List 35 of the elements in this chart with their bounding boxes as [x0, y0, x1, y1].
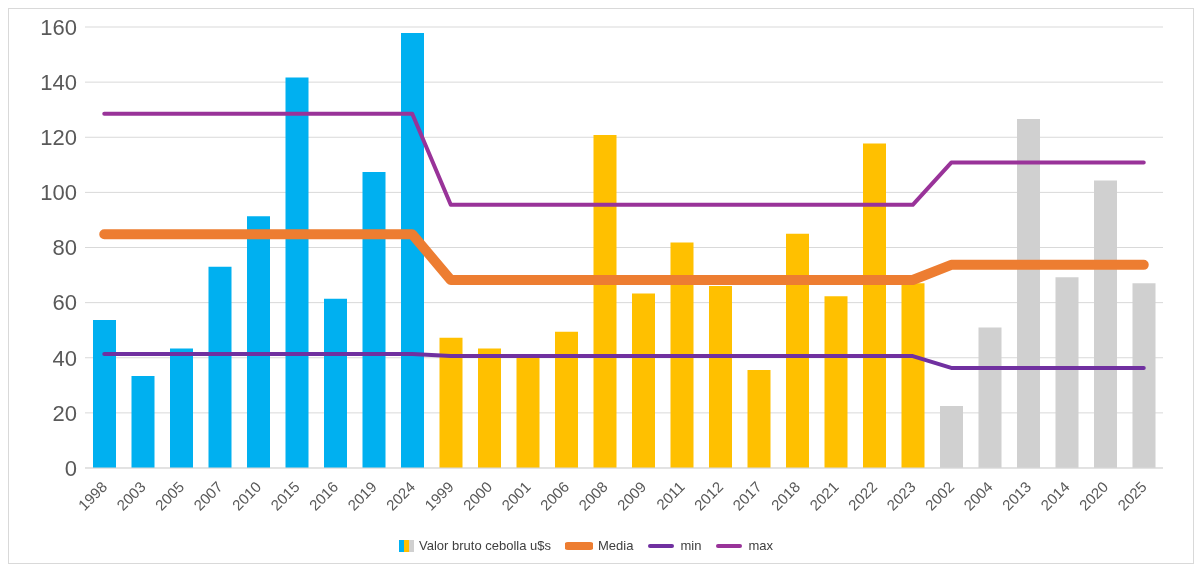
y-tick-label: 0	[64, 455, 77, 481]
bar	[709, 286, 732, 468]
bar	[824, 296, 848, 468]
legend-label: Media	[598, 538, 634, 553]
y-tick-label: 140	[40, 69, 77, 95]
legend-label: Valor bruto cebolla u$s	[419, 538, 552, 553]
bar	[362, 171, 386, 468]
bar	[670, 242, 694, 468]
bar	[555, 331, 578, 468]
bar	[632, 293, 655, 468]
bar	[786, 233, 809, 468]
legend-label: min	[680, 538, 702, 553]
bar	[593, 135, 617, 468]
bar	[863, 143, 886, 468]
bar	[93, 319, 116, 468]
bar	[401, 33, 424, 468]
bar	[170, 348, 193, 468]
bar	[208, 266, 232, 468]
bar	[439, 337, 463, 468]
bar	[747, 369, 771, 468]
y-tick-label: 40	[52, 345, 77, 371]
bar	[247, 216, 270, 468]
y-tick-label: 80	[52, 235, 77, 261]
bar	[324, 298, 347, 468]
y-tick-label: 20	[52, 400, 77, 426]
bar	[131, 375, 155, 468]
legend-label: max	[748, 538, 773, 553]
bar	[516, 358, 540, 468]
y-tick-label: 100	[40, 180, 77, 206]
bar	[478, 348, 501, 468]
bar	[901, 283, 925, 468]
y-tick-label: 160	[40, 14, 77, 40]
y-tick-label: 60	[52, 290, 77, 316]
bar	[285, 77, 309, 468]
y-tick-label: 120	[40, 125, 77, 151]
